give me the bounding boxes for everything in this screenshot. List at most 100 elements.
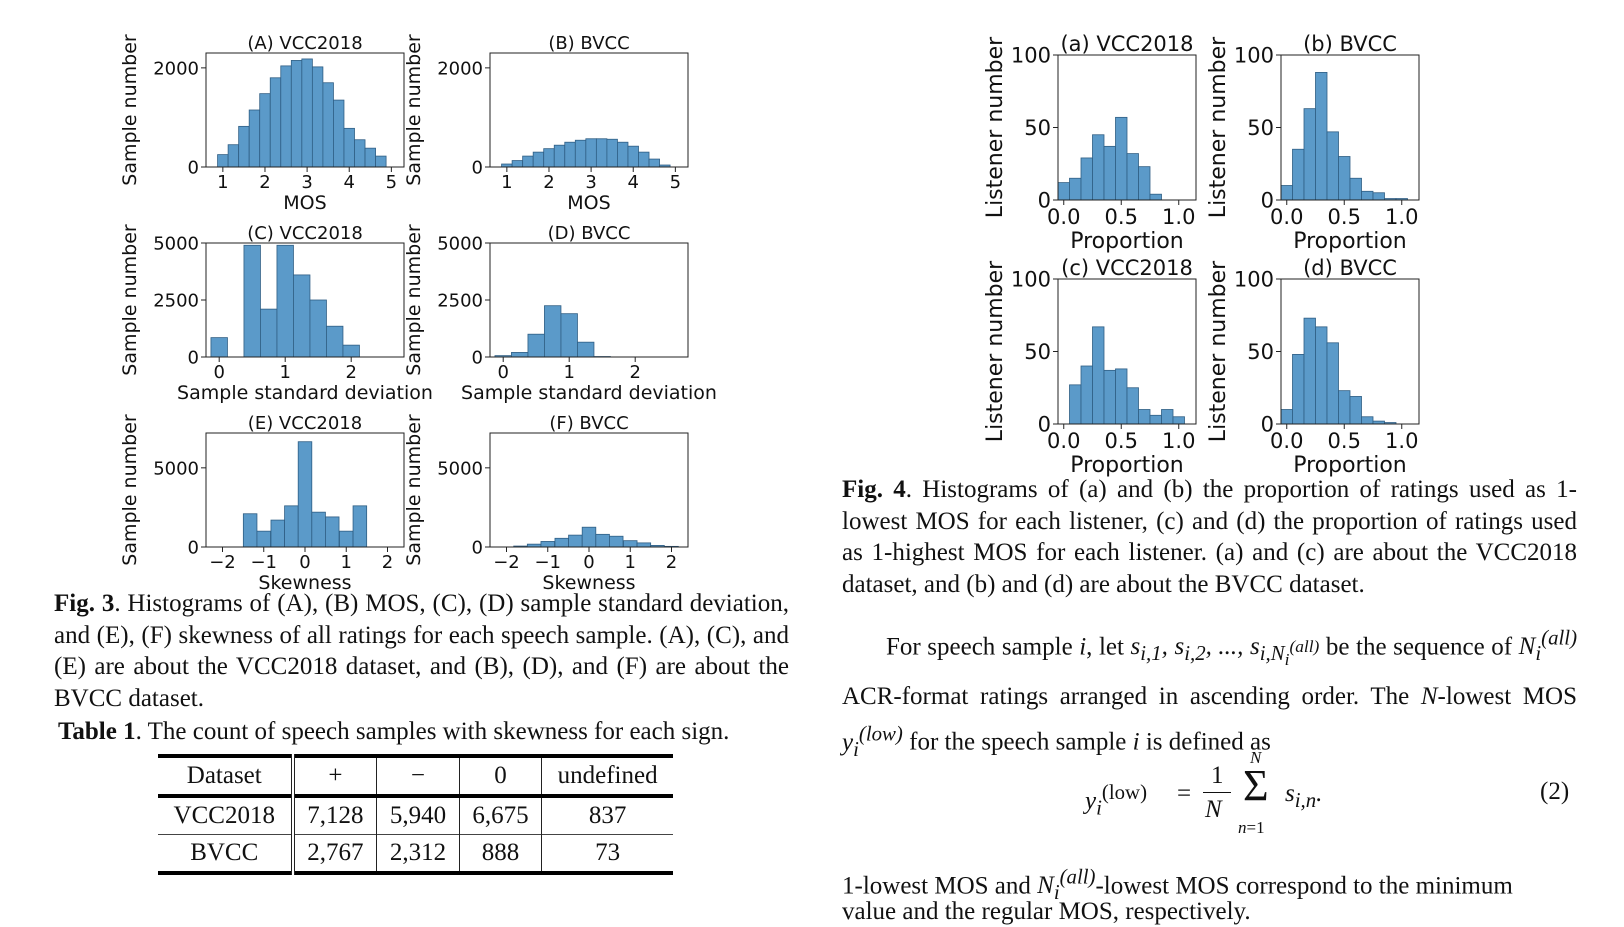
math-inline: yi(low) (842, 729, 903, 756)
y-tick-label: 50 (1024, 116, 1051, 140)
x-tick-label: 0 (497, 362, 508, 383)
histogram-bar (512, 161, 523, 167)
y-tick-label: 0 (1261, 189, 1274, 213)
histogram-bar (1327, 343, 1339, 424)
y-axis-label: Sample number (403, 414, 425, 566)
table-cell: 7,128 (293, 796, 377, 835)
histogram-bar (561, 314, 578, 357)
y-tick-label: 0 (1038, 413, 1051, 437)
figure-4-caption-text: . Histograms of (a) and (b) the proporti… (842, 476, 1577, 598)
panel-title: (B) BVCC (548, 33, 629, 54)
x-tick-label: 0 (299, 552, 310, 573)
math-inline: i (1133, 729, 1140, 756)
y-tick-label: 0 (1261, 413, 1274, 437)
x-tick-label: 1 (217, 172, 228, 193)
histogram-bar (1327, 132, 1339, 200)
y-axis-label: Sample number (403, 224, 425, 376)
table-cell: VCC2018 (158, 796, 293, 835)
x-axis-label: Proportion (1070, 229, 1184, 254)
body-paragraph: For speech sample i, let si,1, si,2, ...… (842, 620, 1577, 768)
x-axis-label: Sample standard deviation (177, 382, 433, 404)
histogram-bar (1150, 194, 1162, 200)
x-tick-label: 1 (501, 172, 512, 193)
histogram-bar (1150, 415, 1162, 424)
histogram-bar (239, 126, 250, 167)
histogram-bar (355, 140, 366, 167)
histogram-bar (1116, 117, 1128, 200)
histogram-bar (523, 156, 534, 167)
y-tick-label: 50 (1247, 116, 1274, 140)
panel-title: (a) VCC2018 (1060, 32, 1193, 56)
y-tick-label: 100 (1234, 268, 1274, 292)
y-tick-label: 2500 (437, 290, 483, 311)
histogram-bar (596, 534, 610, 547)
x-tick-label: −1 (534, 552, 561, 573)
x-tick-label: 1.0 (1162, 429, 1195, 453)
histogram-bar (577, 342, 594, 357)
panel-title: (C) VCC2018 (247, 223, 363, 244)
histogram-bar (228, 145, 239, 167)
table-1-caption-text: . The count of speech samples with skewn… (136, 718, 730, 745)
y-tick-label: 5000 (437, 233, 483, 254)
x-tick-label: 1 (341, 552, 352, 573)
math-inline: Ni(all) (1519, 633, 1577, 660)
histogram-bar (586, 139, 597, 167)
y-axis-label: Listener number (983, 36, 1008, 218)
histogram-bar (607, 139, 618, 167)
histogram-bar (528, 334, 545, 357)
histogram-bar (569, 535, 583, 547)
y-tick-label: 2500 (153, 290, 199, 311)
x-tick-label: 0.0 (1270, 429, 1303, 453)
histogram-bar (1139, 410, 1151, 425)
histogram-bar (249, 110, 260, 167)
table-header-cell: 0 (459, 756, 542, 796)
table-header-cell: + (293, 756, 377, 796)
histogram-bar (1350, 178, 1362, 200)
x-tick-label: −2 (209, 552, 236, 573)
y-tick-label: 100 (1011, 44, 1051, 68)
histogram-bar (533, 152, 544, 167)
histogram-bar (628, 146, 639, 167)
table-cell: 73 (542, 835, 673, 874)
y-tick-label: 5000 (437, 458, 483, 479)
y-tick-label: 0 (472, 347, 483, 368)
y-tick-label: 0 (188, 157, 199, 178)
histogram-bar (639, 152, 650, 167)
histogram-bar (291, 60, 302, 167)
histogram-bar (1104, 146, 1116, 200)
histogram-bar (302, 59, 313, 167)
x-tick-label: 1.0 (1385, 429, 1418, 453)
histogram-bar (1093, 135, 1105, 200)
x-tick-label: 0.0 (1047, 429, 1080, 453)
histogram-bar (1281, 186, 1293, 201)
x-tick-label: −1 (250, 552, 277, 573)
histogram-bar (609, 536, 623, 547)
histogram-bar (1070, 385, 1082, 424)
panel-title: (c) VCC2018 (1061, 256, 1193, 280)
x-tick-label: 2 (543, 172, 554, 193)
x-tick-label: 2 (382, 552, 393, 573)
table-header-cell: − (377, 756, 460, 796)
histogram-bar (1281, 410, 1293, 425)
histogram-bar (511, 352, 528, 357)
histogram-bar (323, 83, 334, 167)
figure-4-caption: Fig. 4. Histograms of (a) and (b) the pr… (842, 474, 1577, 600)
x-tick-label: 1 (279, 362, 290, 383)
histogram-bar (326, 326, 343, 357)
y-tick-label: 100 (1011, 268, 1051, 292)
histogram-bar (293, 275, 310, 357)
histogram-bar (365, 148, 376, 167)
x-tick-label: 2 (259, 172, 270, 193)
x-axis-label: Sample standard deviation (461, 382, 717, 404)
plot-frame (490, 243, 688, 357)
histogram-bar (298, 442, 312, 547)
histogram-bar (353, 506, 367, 547)
histogram-bar (270, 78, 281, 167)
table-cell: 2,312 (377, 835, 460, 874)
